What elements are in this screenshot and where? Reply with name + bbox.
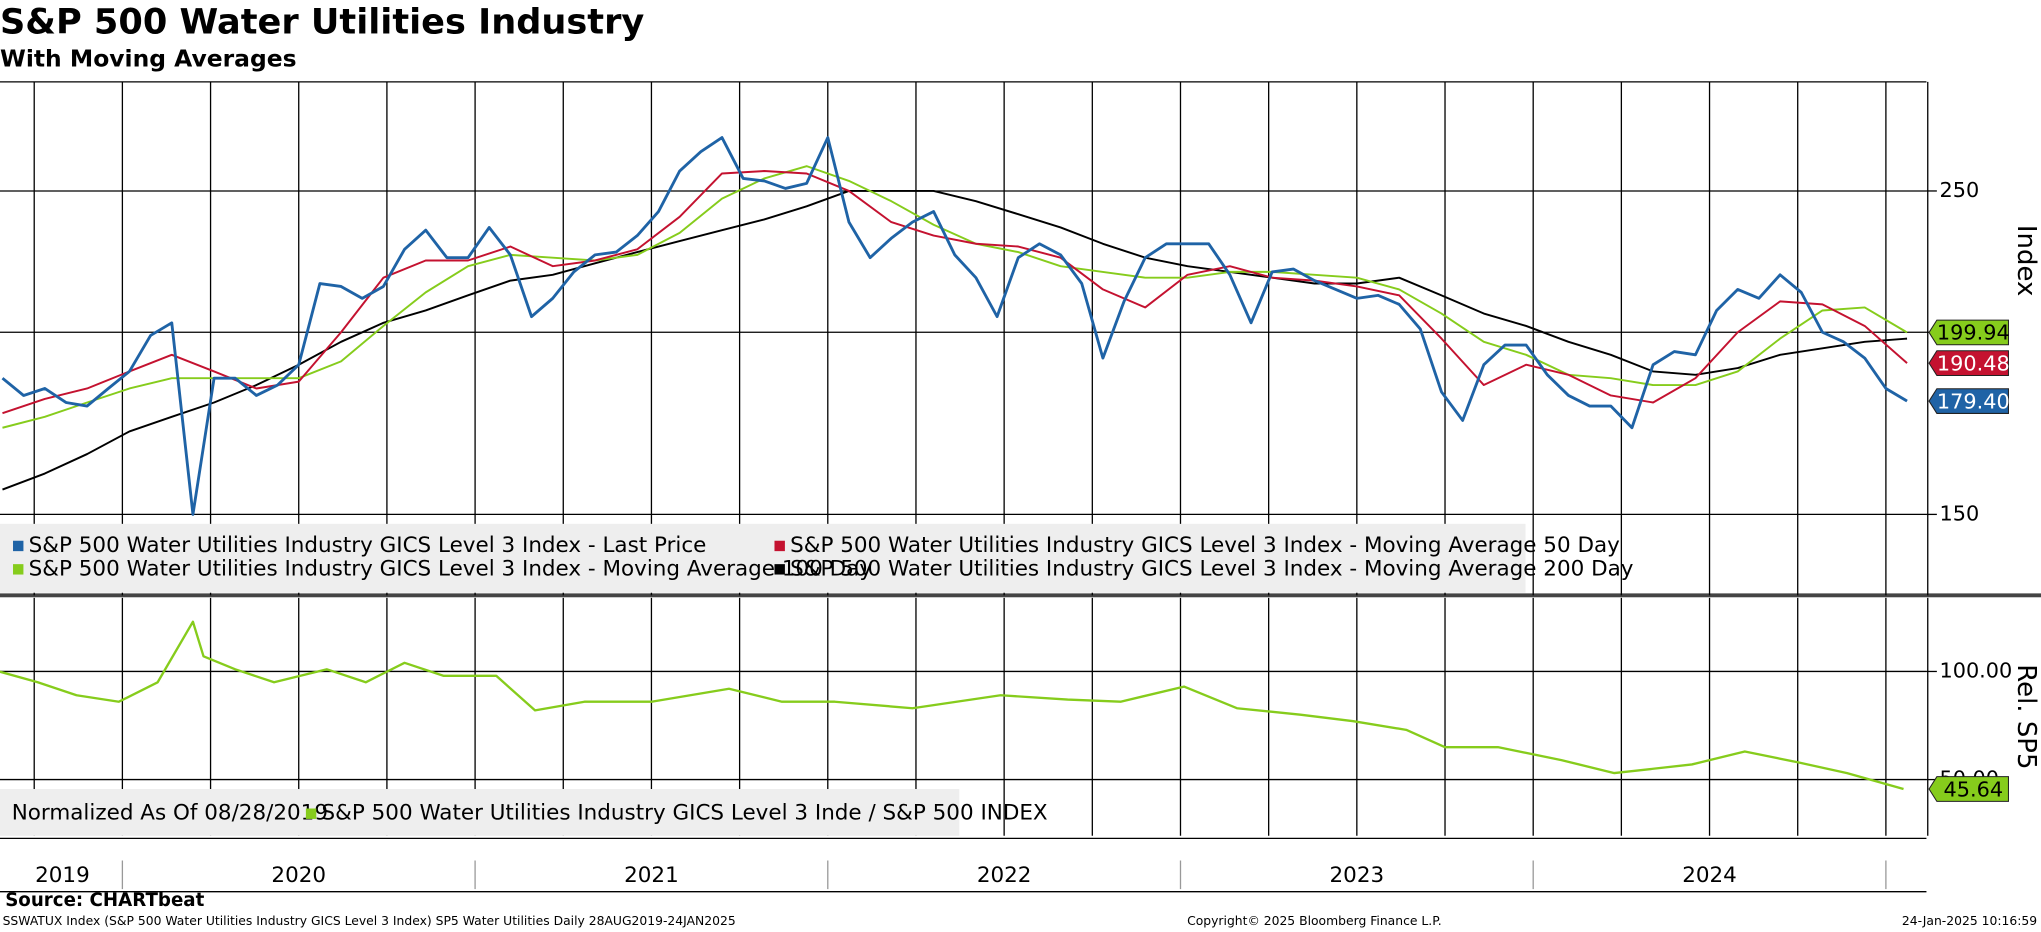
x-tick-label: 2020 [271, 863, 326, 888]
legend-note: Normalized As Of 08/28/2019 [12, 801, 328, 826]
value-tag [1928, 776, 2009, 802]
y-axis-label: Index [2011, 225, 2041, 297]
copyright: Copyright© 2025 Bloomberg Finance L.P. [1187, 914, 1442, 928]
legend-label: S&P 500 Water Utilities Industry GICS Le… [29, 533, 707, 558]
value-tag-label: 199.94 [1937, 321, 2010, 345]
timestamp: 24-Jan-2025 10:16:59 [1902, 914, 2037, 928]
legend-marker [13, 564, 24, 575]
series-line [1, 136, 1908, 516]
x-tick-label: 2019 [35, 863, 90, 888]
grid [0, 81, 1927, 596]
series-line [2, 189, 1908, 491]
panel-separator [0, 593, 2041, 598]
x-tick-label: 2022 [977, 863, 1032, 888]
source: Source: CHARTbeat [5, 890, 204, 911]
legend-marker [305, 808, 317, 819]
series-line [2, 165, 1908, 429]
legend-marker [774, 540, 785, 552]
legend-label: S&P 500 Water Utilities Industry GICS Le… [29, 556, 873, 581]
x-tick-label: 2023 [1330, 863, 1385, 888]
chart-subtitle: With Moving Averages [0, 44, 297, 72]
value-tag-label: 179.40 [1937, 389, 2010, 413]
y-tick-label: 100.00 [1939, 658, 2012, 682]
value-tag [1928, 388, 2009, 414]
legend-label: S&P 500 Water Utilities Industry GICS Le… [790, 556, 1634, 581]
legend-label: S&P 500 Water Utilities Industry GICS Le… [790, 533, 1620, 558]
legend-marker [13, 540, 24, 552]
series-line [2, 170, 1908, 415]
legend-box [0, 789, 960, 836]
legend-marker [774, 564, 785, 575]
series-line [0, 620, 1904, 791]
y-axis-label: Rel. SP5 [2011, 664, 2041, 769]
x-tick-label: 2021 [624, 863, 679, 888]
value-tag-label: 190.48 [1937, 351, 2010, 375]
legend-label: S&P 500 Water Utilities Industry GICS Le… [322, 801, 1048, 826]
y-tick-label: 250 [1939, 178, 1979, 202]
x-tick-label: 2024 [1682, 863, 1737, 888]
value-tag [1928, 350, 2009, 376]
y-tick-label: 150 [1939, 501, 1979, 525]
legend-box [0, 523, 1526, 593]
chart-title: S&P 500 Water Utilities Industry [0, 1, 644, 42]
value-tag [1928, 319, 2009, 346]
footnote: SSWATUX Index (S&P 500 Water Utilities I… [3, 914, 736, 928]
value-tag-label: 45.64 [1944, 777, 2004, 801]
